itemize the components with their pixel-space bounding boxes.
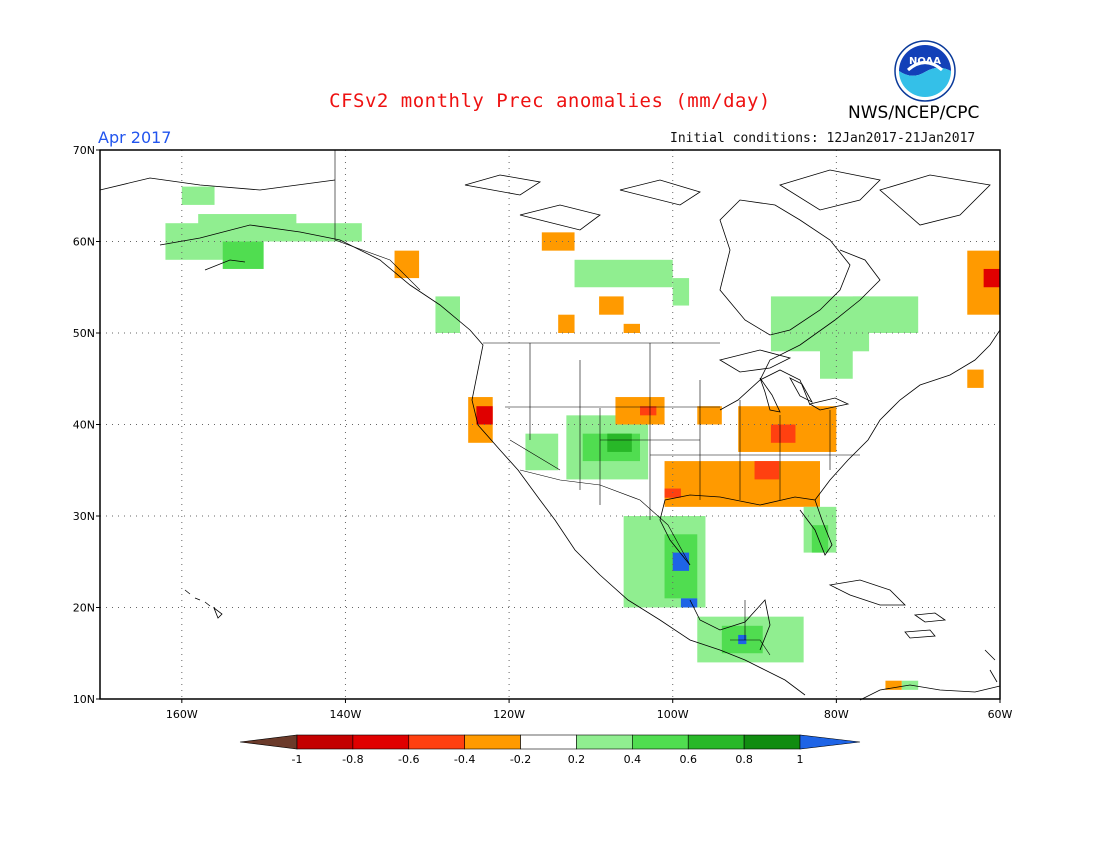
- legend-label: -1: [292, 753, 303, 766]
- anomaly-cell-17: [983, 268, 1000, 288]
- hawaii-islands: [184, 589, 223, 619]
- grid-lines: [100, 150, 1000, 699]
- hudson-bay: [719, 199, 851, 336]
- legend-swatch: [632, 734, 689, 750]
- anomaly-cell-14: [852, 296, 919, 333]
- central-america-borders: [730, 600, 771, 656]
- caribbean-islands: [828, 579, 998, 683]
- lat-label: 60N: [73, 236, 95, 249]
- lat-label: 20N: [73, 602, 95, 615]
- south-america-coast: [859, 684, 1001, 701]
- legend-swatch: [743, 734, 801, 750]
- axis-labels: 70N 60N 50N 40N 30N 20N 10N 160W 140W 120W 100W 80W…: [73, 144, 1013, 721]
- legend-swatch: [464, 734, 521, 750]
- anomaly-cell-41: [885, 680, 902, 690]
- anomaly-cell-2: [280, 223, 362, 242]
- anomaly-cell-11: [558, 314, 575, 333]
- legend-swatch: [352, 734, 410, 750]
- legend-swatch: [408, 734, 465, 750]
- legend-swatch: [576, 734, 633, 750]
- noaa-logo: NOAA: [894, 40, 956, 106]
- agency-label: NWS/NCEP/CPC: [848, 103, 980, 123]
- anomaly-cell-20: [525, 433, 559, 471]
- legend-label: 0.8: [735, 753, 753, 766]
- anomaly-cell-28: [770, 424, 796, 443]
- lat-label: 50N: [73, 327, 95, 340]
- anomaly-cell-30: [754, 461, 780, 480]
- lon-label: 60W: [988, 708, 1013, 721]
- lat-label: 10N: [73, 693, 95, 706]
- anomaly-cell-31: [664, 488, 681, 498]
- legend-label: -0.8: [342, 753, 363, 766]
- legend-swatch: [296, 734, 354, 750]
- lon-label: 100W: [657, 708, 689, 721]
- anomaly-cell-36: [672, 552, 690, 571]
- lon-label: 80W: [824, 708, 849, 721]
- legend-arrow-left: [239, 734, 298, 750]
- us-mexico-border: [519, 469, 691, 566]
- colorbar-legend: -1 -0.8 -0.6 -0.4 -0.2 0.2 0.4 0.6 0.8 1: [239, 734, 861, 766]
- noaa-logo-text: NOAA: [909, 56, 941, 67]
- legend-label: -0.4: [454, 753, 475, 766]
- anomaly-cell-19: [476, 406, 493, 425]
- anomaly-cell-25: [640, 406, 657, 416]
- legend-label: -0.6: [398, 753, 419, 766]
- anomaly-cell-4: [181, 186, 215, 205]
- legend-swatch: [687, 734, 745, 750]
- anomaly-cell-12: [623, 323, 640, 333]
- legend-label: 0.6: [679, 753, 697, 766]
- initial-conditions: Initial conditions: 12Jan2017-21Jan2017: [670, 131, 976, 146]
- anomaly-cell-9: [672, 278, 690, 306]
- map-title: CFSv2 monthly Prec anomalies (mm/day): [329, 90, 771, 112]
- lat-label: 70N: [73, 144, 95, 157]
- lon-label: 120W: [493, 708, 525, 721]
- anomaly-cell-3: [222, 241, 264, 269]
- lon-label: 140W: [330, 708, 362, 721]
- us-canada-border: [334, 150, 720, 344]
- anomaly-cell-37: [680, 598, 698, 608]
- anomaly-layer: [165, 186, 1000, 690]
- political-borders: [334, 150, 860, 656]
- legend-label: 1: [797, 753, 804, 766]
- anomaly-cell-10: [599, 296, 624, 315]
- arctic-islands: [464, 169, 991, 231]
- anomaly-cell-23: [607, 433, 632, 452]
- legend-swatch: [520, 734, 577, 750]
- anomaly-cell-5: [394, 250, 420, 279]
- legend-label: 0.4: [624, 753, 642, 766]
- anomaly-cell-8: [574, 259, 673, 288]
- forecast-period: Apr 2017: [98, 128, 172, 147]
- anomaly-cell-6: [435, 296, 460, 333]
- anomaly-cell-29: [664, 461, 820, 507]
- legend-label: 0.2: [568, 753, 586, 766]
- anomaly-cell-43: [967, 369, 984, 388]
- anomaly-cell-7: [541, 232, 575, 251]
- us-state-lines: [505, 343, 860, 520]
- legend-arrow-right: [799, 734, 861, 750]
- anomaly-cell-26: [697, 406, 722, 425]
- great-lakes: [718, 349, 850, 413]
- lat-label: 40N: [73, 419, 95, 432]
- lon-label: 160W: [166, 708, 198, 721]
- legend-label: -0.2: [510, 753, 531, 766]
- lat-label: 30N: [73, 510, 95, 523]
- anomaly-cell-40: [738, 634, 747, 645]
